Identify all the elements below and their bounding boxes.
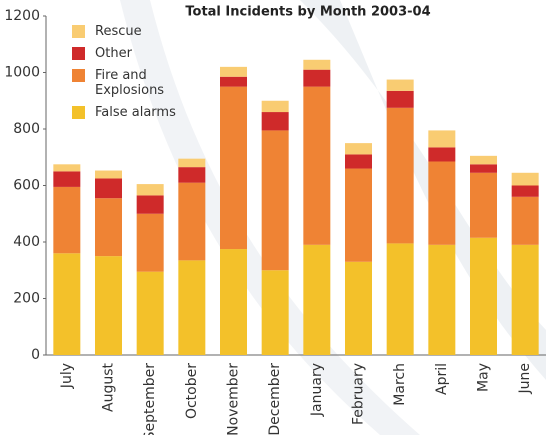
bar-segment	[511, 244, 539, 355]
x-tick-label: May	[476, 363, 492, 392]
y-tick-label: 800	[13, 121, 40, 137]
x-tick-label: February	[351, 363, 367, 425]
bar-segment	[178, 260, 206, 355]
bar-segment	[136, 271, 164, 355]
bar-segment	[261, 100, 289, 113]
bar-segment	[428, 244, 456, 355]
background-swoosh	[300, 0, 546, 380]
bar-segment	[261, 130, 289, 271]
bar-segment	[303, 69, 331, 87]
bar-segment	[220, 249, 247, 355]
legend-item: Rescue	[72, 24, 185, 39]
x-tick-label: April	[434, 363, 450, 395]
bar-segment	[220, 66, 247, 77]
bar-segment	[53, 171, 81, 187]
legend-swatch	[72, 69, 85, 82]
bar-segment	[303, 244, 331, 355]
bar-segment	[386, 90, 414, 108]
legend-label: Fire and Explosions	[95, 68, 165, 98]
bar-segment	[136, 184, 164, 196]
bar-segment	[428, 147, 456, 162]
bar-segment	[386, 243, 414, 355]
legend-swatch	[72, 106, 85, 119]
bar-segment	[178, 167, 206, 183]
bar-segment	[428, 161, 456, 245]
bar-segment	[345, 154, 372, 169]
y-tick-label: 1200	[4, 8, 40, 24]
bar-segment	[136, 195, 164, 214]
bar-segment	[345, 261, 372, 355]
bar-segment	[95, 198, 122, 257]
bar-segment	[470, 172, 497, 238]
bar-segment	[53, 186, 81, 254]
y-tick-label: 1000	[4, 65, 40, 81]
bar-segment	[386, 107, 414, 244]
bar-segment	[303, 59, 331, 70]
bar-segment	[511, 196, 539, 245]
bar-segment	[95, 256, 122, 355]
legend-item: Other	[72, 46, 185, 61]
legend-swatch	[72, 25, 85, 38]
bar-segment	[95, 170, 122, 179]
bar-segment	[386, 79, 414, 91]
x-tick-label: October	[184, 363, 200, 419]
x-tick-label: November	[226, 363, 242, 435]
bar-segment	[470, 155, 497, 165]
bar-segment	[136, 213, 164, 272]
background-swoosh	[120, 0, 420, 435]
legend-swatch	[72, 47, 85, 60]
x-tick-label: January	[309, 363, 325, 417]
y-tick-label: 200	[13, 291, 40, 307]
bar-segment	[428, 130, 456, 148]
bar-segment	[178, 158, 206, 168]
bar-segment	[95, 178, 122, 199]
bar-segment	[511, 185, 539, 197]
bar-segment	[53, 253, 81, 355]
bar-segment	[53, 164, 81, 172]
legend: Rescue Other Fire and Explosions False alar…	[72, 24, 185, 127]
bar-segment	[261, 112, 289, 131]
x-tick-label: August	[101, 362, 117, 412]
bar-segment	[303, 86, 331, 245]
legend-label: Other	[95, 46, 132, 61]
bar-segment	[511, 172, 539, 186]
y-tick-label: 0	[31, 347, 40, 363]
y-tick-label: 600	[13, 178, 40, 194]
x-tick-label: September	[142, 363, 158, 435]
chart-title: Total Incidents by Month 2003-04	[185, 5, 430, 20]
bar-segment	[470, 164, 497, 173]
bar-segment	[220, 76, 247, 87]
bar-segment	[220, 86, 247, 250]
legend-label: False alarms	[95, 105, 176, 120]
legend-label: Rescue	[95, 24, 142, 39]
y-tick-label: 400	[13, 234, 40, 250]
bar-segment	[178, 182, 206, 261]
x-tick-label: June	[517, 363, 533, 395]
bar-segment	[470, 237, 497, 355]
x-tick-label: July	[59, 363, 75, 389]
legend-item: False alarms	[72, 105, 185, 120]
x-tick-label: March	[392, 363, 408, 406]
bar-segment	[345, 143, 372, 155]
legend-item: Fire and Explosions	[72, 68, 185, 98]
bar-segment	[345, 168, 372, 262]
x-tick-label: December	[267, 363, 283, 435]
bar-segment	[261, 270, 289, 355]
